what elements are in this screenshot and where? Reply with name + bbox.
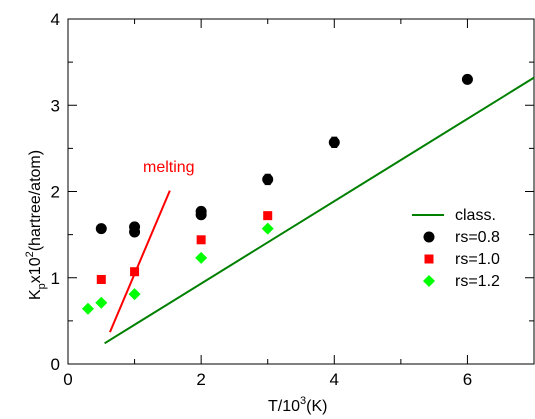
legend-label: rs=1.0 (455, 251, 500, 268)
legend-label: rs=0.8 (455, 229, 500, 246)
legend-item: rs=1.0 (424, 251, 500, 268)
y-axis-label: Kpx102(hartree/atom) (24, 150, 48, 300)
y-axis-label-sub: p (36, 283, 48, 289)
data-point (263, 211, 273, 221)
legend-swatch (423, 231, 435, 243)
axis-tick-labels: 0 2 4 6 0 1 2 3 4 (51, 10, 473, 389)
y-tick-label: 4 (51, 10, 60, 29)
legend-item: class. (412, 207, 496, 224)
data-point (461, 73, 473, 85)
data-point (261, 222, 274, 235)
legend-item: rs=1.2 (423, 273, 500, 290)
data-point (195, 251, 208, 264)
y-axis-label-tail: (hartree/atom) (27, 150, 44, 251)
plot-frame (67, 18, 535, 365)
data-point (96, 274, 106, 284)
x-axis-label-base: T/10 (268, 398, 300, 415)
data-point (195, 209, 207, 221)
axis-ticks (67, 18, 535, 365)
y-tick-label: 3 (51, 96, 60, 115)
x-axis-label-tail: (K) (306, 398, 327, 415)
x-tick-label: 2 (196, 370, 205, 389)
y-tick-label: 1 (51, 269, 60, 288)
y-axis-label-k: K (27, 289, 44, 300)
legend: class. rs=0.8 rs=1.0 rs=1.2 (412, 207, 500, 290)
legend-label: class. (455, 207, 496, 224)
melting-label: melting (143, 159, 195, 176)
legend-label: rs=1.2 (455, 273, 500, 290)
data-point (129, 226, 141, 238)
legend-item: rs=0.8 (423, 229, 500, 246)
classical-line (104, 76, 535, 345)
x-axis-label-sup: 3 (300, 395, 306, 407)
y-axis-label-sup: 2 (24, 251, 36, 257)
data-point (196, 235, 206, 245)
data-point (328, 136, 340, 148)
x-tick-label: 4 (330, 370, 339, 389)
y-tick-label: 0 (51, 355, 60, 374)
legend-swatch (424, 254, 434, 264)
melting-line (109, 190, 171, 333)
x-axis-label: T/103(K) (268, 395, 327, 415)
y-axis-label-x: x10 (27, 257, 44, 283)
y-tick-label: 2 (51, 183, 60, 202)
series-rs-1-0 (96, 211, 273, 284)
x-tick-label: 6 (463, 370, 472, 389)
series-rs-1-2 (81, 222, 274, 315)
data-point (262, 173, 274, 185)
annotation-layer: melting (109, 159, 195, 333)
series-layer (81, 73, 535, 345)
series-class- (104, 76, 535, 345)
legend-swatch (423, 275, 435, 287)
series-rs-0-8 (95, 73, 473, 238)
data-point (81, 302, 94, 315)
data-point (95, 296, 108, 309)
data-point (128, 288, 141, 301)
x-tick-label: 0 (63, 370, 72, 389)
data-point (95, 223, 107, 235)
